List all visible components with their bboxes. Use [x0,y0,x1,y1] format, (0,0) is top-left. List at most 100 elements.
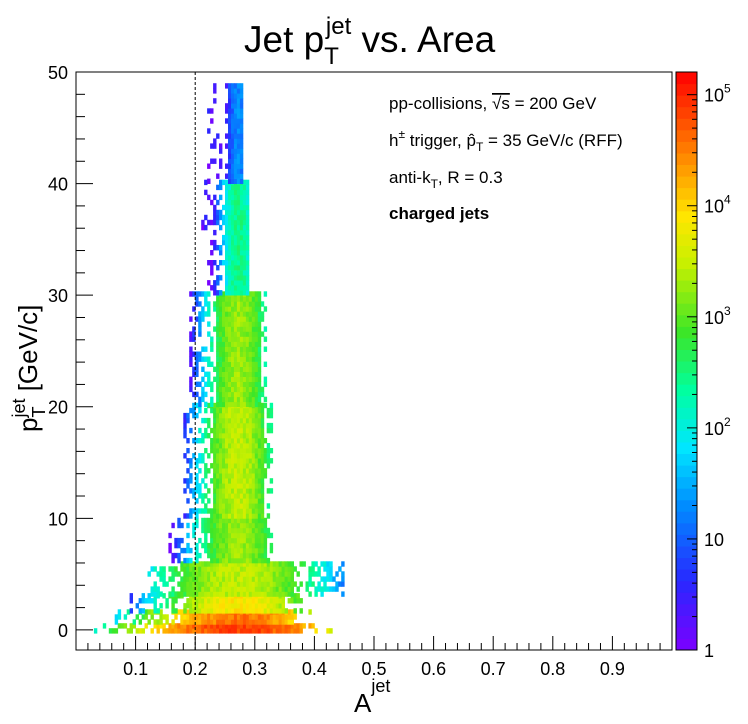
heatmap-cell [248,396,253,403]
heatmap-cell [153,608,157,614]
heatmap-cell [195,614,199,620]
heatmap-cell [174,542,178,549]
heatmap-cell [254,356,259,362]
heatmap-cell [242,336,247,342]
heatmap-cell [254,376,259,382]
heatmap-cell [231,522,235,529]
heatmap-cell [201,628,205,634]
heatmap-cell [257,376,262,382]
heatmap-cell [242,458,247,464]
heatmap-cell [204,547,208,554]
heatmap-cell [138,628,142,634]
heatmap-cell [329,576,333,582]
heatmap-cell [219,184,223,191]
heatmap-cell [162,628,166,634]
heatmap-cell [281,623,285,629]
heatmap-cell [186,438,190,444]
heatmap-cell [219,336,223,342]
heatmap-cell [204,508,208,514]
heatmap-cell [225,331,229,337]
heatmap-cell [204,346,208,352]
heatmap-cell [219,396,223,403]
heatmap-cell [219,301,223,307]
heatmap-cell [290,591,294,597]
heatmap-cell [251,381,256,387]
heatmap-cell [263,561,268,567]
heatmap-cell [242,265,247,271]
colorbar-segment [676,83,697,96]
heatmap-cell [207,331,211,337]
heatmap-cell [186,623,190,629]
heatmap-cell [257,532,262,539]
heatmap-cell [257,361,262,367]
heatmap-cell [198,438,202,444]
heatmap-cell [231,503,235,509]
heatmap-cell [219,508,223,514]
heatmap-cell [332,586,336,592]
heatmap-cell [216,133,220,139]
heatmap-cell [201,566,205,572]
heatmap-cell [210,623,214,629]
heatmap-cell [210,361,214,367]
heatmap-cell [210,566,214,572]
heatmap-cell [192,412,196,419]
heatmap-cell [210,346,214,352]
heatmap-cell [183,591,187,597]
heatmap-cell [254,623,259,629]
heatmap-cell [207,598,211,604]
heatmap-cell [120,623,125,629]
heatmap-cell [239,245,244,251]
heatmap-cell [186,458,190,464]
heatmap-cell [248,619,253,625]
heatmap-cell [251,522,256,529]
heatmap-cell [216,321,220,327]
heatmap-cell [222,532,226,539]
heatmap-cell [263,619,268,625]
heatmap-cell [129,608,133,614]
heatmap-cell [204,224,208,231]
heatmap-cell [239,250,244,256]
heatmap-cell [242,194,247,201]
heatmap-cell [195,402,199,409]
heatmap-cell [236,433,241,439]
heatmap-cell [245,376,250,382]
heatmap-cell [192,628,196,634]
heatmap-cell [231,133,235,139]
heatmap-cell [254,628,259,634]
heatmap-cell [231,204,235,211]
heatmap-cell [269,619,274,625]
heatmap-cell [159,566,163,572]
heatmap-cell [260,412,265,419]
heatmap-cell [257,473,262,479]
heatmap-cell [251,326,256,332]
heatmap-cell [236,153,241,159]
heatmap-cell [228,443,232,449]
heatmap-cell [225,209,229,216]
heatmap-cell [251,576,256,582]
heatmap-cell [207,422,211,429]
heatmap-cell [228,331,232,337]
heatmap-cell [216,371,220,377]
heatmap-cell [257,483,262,489]
heatmap-cell [251,493,256,499]
heatmap-cell [248,391,253,398]
heatmap-cell [171,576,175,582]
heatmap-cell [225,108,229,114]
heatmap-cell [228,498,232,504]
heatmap-cell [263,603,268,609]
heatmap-cell [192,603,196,609]
annotation-part: T [431,177,439,191]
colorbar-label: 10 [704,530,724,550]
heatmap-cell [216,508,220,514]
heatmap-cell [266,513,271,519]
heatmap-cell [228,163,232,169]
heatmap-cell [236,239,241,246]
heatmap-cell [231,88,235,94]
heatmap-cell [242,623,247,629]
heatmap-cell [236,250,241,256]
heatmap-cell [254,603,259,609]
heatmap-cell [216,219,220,226]
heatmap-cell [231,412,235,419]
heatmap-cell [231,376,235,382]
heatmap-cell [222,351,226,357]
